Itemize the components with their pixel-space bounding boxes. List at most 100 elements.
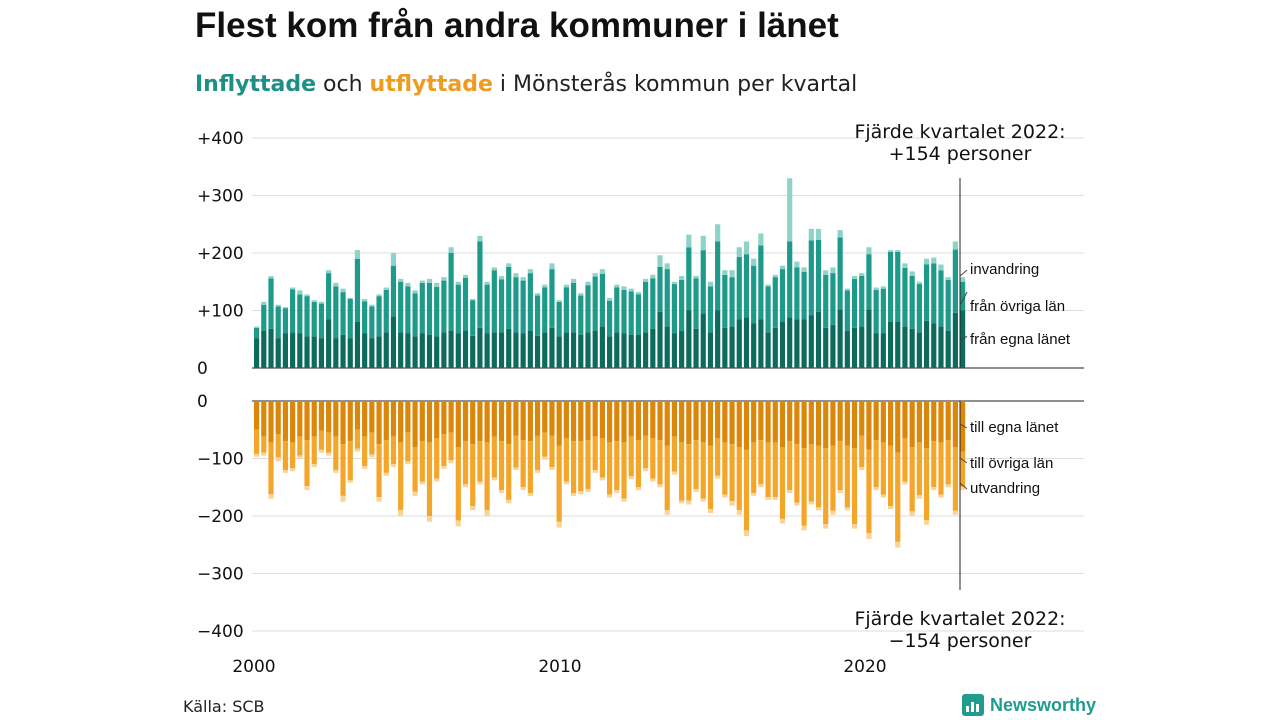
outflow-other-counties-bar <box>851 448 858 525</box>
inflow-same-county-bar <box>434 336 440 368</box>
outflow-emigration-bar <box>261 452 267 456</box>
y-tick-label-top: +200 <box>197 244 244 264</box>
chart-subtitle: Inflyttade och utflyttade i Mönsterås ko… <box>195 72 857 97</box>
outflow-emigration-bar <box>340 495 346 502</box>
inflow-same-county-bar <box>254 338 260 368</box>
outflow-emigration-bar <box>909 511 915 516</box>
inflow-same-county-bar <box>931 323 937 368</box>
inflow-same-county-bar <box>801 319 807 368</box>
outflow-other-counties-bar <box>779 447 786 519</box>
inflow-immigration-bar <box>895 250 901 252</box>
inflow-immigration-bar <box>491 267 497 271</box>
inflow-immigration-bar <box>513 273 519 278</box>
outflow-emigration-bar <box>484 510 490 516</box>
inflow-immigration-bar <box>657 255 663 267</box>
outflow-other-counties-bar <box>592 436 598 470</box>
annotation-top-line2: +154 personer <box>889 143 1032 165</box>
inflow-other-counties-bar <box>398 281 404 333</box>
outflow-emigration-bar <box>470 506 476 511</box>
inflow-other-counties-bar <box>671 284 678 334</box>
inflow-immigration-bar <box>931 257 937 264</box>
outflow-emigration-bar <box>945 484 951 488</box>
inflow-same-county-bar <box>390 316 397 368</box>
outflow-emigration-bar <box>722 494 728 498</box>
outflow-emigration-bar <box>887 506 894 510</box>
outflow-same-county-bar <box>700 401 706 443</box>
outflow-other-counties-bar <box>261 436 267 453</box>
outflow-emigration-bar <box>715 475 721 479</box>
inflow-other-counties-bar <box>491 270 497 333</box>
y-tick-label-bottom: −300 <box>197 565 244 585</box>
inflow-immigration-bar <box>880 286 886 289</box>
outflow-same-county-bar <box>938 401 944 443</box>
annotation-bottom-line2: −154 personer <box>889 630 1032 652</box>
outflow-other-counties-bar <box>902 438 908 482</box>
outflow-same-county-bar <box>441 401 447 435</box>
outflow-other-counties-bar <box>736 447 742 511</box>
outflow-emigration-bar <box>268 494 274 499</box>
inflow-immigration-bar <box>736 247 742 258</box>
inflow-same-county-bar <box>923 320 930 368</box>
inflow-same-county-bar <box>470 335 476 368</box>
inflow-immigration-bar <box>887 250 894 252</box>
inflow-immigration-bar <box>369 304 375 307</box>
outflow-other-counties-bar <box>448 432 454 461</box>
outflow-emigration-bar <box>275 457 281 462</box>
inflow-other-counties-bar <box>592 276 598 331</box>
inflow-other-counties-bar <box>390 265 397 317</box>
outflow-emigration-bar <box>570 493 577 496</box>
inflow-other-counties-bar <box>635 294 642 335</box>
y-tick-label-top: 0 <box>197 359 208 379</box>
outflow-emigration-bar <box>441 465 447 469</box>
outflow-other-counties-bar <box>254 429 260 454</box>
outflow-same-county-bar <box>340 401 346 445</box>
inflow-immigration-bar <box>938 264 944 271</box>
inflow-immigration-bar <box>801 267 807 272</box>
inflow-immigration-bar <box>772 274 778 278</box>
outflow-other-counties-bar <box>628 436 634 477</box>
outflow-other-counties-bar <box>895 452 901 542</box>
outflow-other-counties-bar <box>722 442 728 495</box>
inflow-immigration-bar <box>823 270 829 275</box>
outflow-emigration-bar <box>664 510 670 515</box>
inflow-immigration-bar <box>815 228 822 240</box>
inflow-immigration-bar <box>318 301 325 304</box>
outflow-other-counties-bar <box>434 438 440 479</box>
inflow-immigration-bar <box>715 224 721 242</box>
inflow-other-counties-bar <box>578 295 584 335</box>
inflow-other-counties-bar <box>945 280 951 331</box>
outflow-same-county-bar <box>650 401 656 439</box>
outflow-other-counties-bar <box>671 436 678 472</box>
outflow-other-counties-bar <box>340 444 346 496</box>
outflow-emigration-bar <box>290 468 296 472</box>
inflow-same-county-bar <box>722 327 728 368</box>
outflow-other-counties-bar <box>506 444 512 500</box>
outflow-emigration-bar <box>650 478 656 482</box>
inflow-same-county-bar <box>765 332 771 368</box>
inflow-same-county-bar <box>376 336 382 368</box>
inflow-immigration-bar <box>758 233 764 246</box>
outflow-emigration-bar <box>563 481 569 485</box>
inflow-other-counties-bar <box>693 278 699 329</box>
outflow-same-county-bar <box>369 401 375 433</box>
outflow-other-counties-bar <box>909 447 915 512</box>
inflow-immigration-bar <box>765 284 771 287</box>
inflow-other-counties-bar <box>895 251 901 322</box>
inflow-other-counties-bar <box>599 273 605 327</box>
outflow-same-county-bar <box>426 401 433 443</box>
inflow-immigration-bar <box>275 304 281 307</box>
y-tick-label-bottom: −200 <box>197 507 244 527</box>
inflow-same-county-bar <box>873 333 879 368</box>
outflow-same-county-bar <box>318 401 325 431</box>
outflow-same-county-bar <box>779 401 786 447</box>
outflow-emigration-bar <box>844 507 850 511</box>
inflow-immigration-bar <box>390 253 397 266</box>
outflow-same-county-bar <box>621 401 627 443</box>
inflow-immigration-bar <box>722 270 728 275</box>
outflow-same-county-bar <box>362 401 368 437</box>
outflow-other-counties-bar <box>369 432 375 455</box>
outflow-other-counties-bar <box>866 449 872 534</box>
outflow-other-counties-bar <box>585 440 591 489</box>
inflow-same-county-bar <box>686 310 692 368</box>
